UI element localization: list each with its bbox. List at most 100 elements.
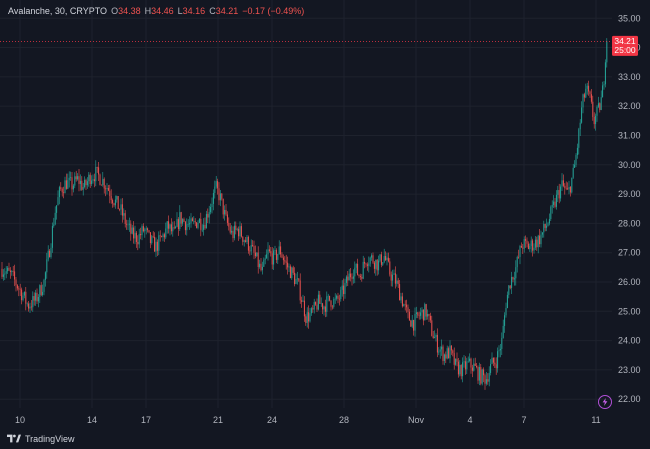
y-tick-label: 33.00 bbox=[618, 72, 641, 82]
candle-body bbox=[218, 188, 220, 201]
price-axis[interactable]: 35.0034.0033.0032.0031.0030.0029.0028.00… bbox=[612, 0, 650, 428]
candle-body bbox=[232, 230, 234, 239]
candle-body bbox=[396, 280, 398, 284]
candle-body bbox=[145, 228, 147, 230]
candle-body bbox=[229, 226, 231, 233]
candle-body bbox=[462, 362, 464, 377]
y-tick-label: 22.00 bbox=[618, 394, 641, 404]
candle-body bbox=[413, 320, 415, 331]
candle-body bbox=[134, 232, 136, 239]
candle-body bbox=[404, 304, 406, 305]
candle-body bbox=[189, 223, 191, 225]
candle-body bbox=[337, 295, 339, 299]
candle-body bbox=[243, 240, 245, 242]
candle-body bbox=[310, 308, 312, 314]
candle-body bbox=[495, 364, 497, 369]
symbol-legend: Avalanche, 30, CRYPTO O 34.38 H 34.46 L … bbox=[8, 4, 304, 18]
candle-body bbox=[576, 147, 578, 156]
candle-body bbox=[509, 285, 511, 288]
candle-body bbox=[2, 274, 4, 277]
high-value: 34.46 bbox=[151, 6, 174, 16]
candle-body bbox=[93, 179, 95, 182]
candle-body bbox=[410, 320, 412, 327]
candle-body bbox=[299, 280, 301, 301]
candle-body bbox=[16, 285, 18, 289]
candle-body bbox=[196, 222, 198, 228]
candle-body bbox=[53, 224, 55, 227]
candle-body bbox=[324, 306, 326, 312]
candle-body bbox=[518, 256, 520, 258]
candle-body bbox=[359, 276, 361, 278]
candle-body bbox=[210, 206, 212, 213]
candle-body bbox=[79, 180, 81, 184]
y-tick-label: 26.00 bbox=[618, 277, 641, 287]
candle-body bbox=[445, 354, 447, 359]
candle-body bbox=[406, 304, 408, 308]
candle-body bbox=[35, 292, 37, 301]
candle-body bbox=[254, 252, 256, 257]
candle-body bbox=[127, 224, 129, 226]
candle-body bbox=[331, 306, 333, 308]
candle-body bbox=[526, 240, 528, 244]
candle-body bbox=[264, 258, 266, 260]
candle-body bbox=[485, 379, 487, 384]
candle-body bbox=[221, 193, 223, 199]
time-axis[interactable]: 10 14 17 21 24 28 Nov 4 7 11 bbox=[0, 408, 650, 428]
candle-body bbox=[191, 218, 193, 222]
candle-body bbox=[501, 337, 503, 349]
x-tick-label: 4 bbox=[467, 415, 472, 425]
candle-body bbox=[425, 304, 427, 317]
candle-body bbox=[366, 264, 368, 266]
candle-body bbox=[422, 309, 424, 321]
candle-body bbox=[478, 367, 480, 381]
candle-body bbox=[561, 180, 563, 187]
candle-body bbox=[525, 239, 527, 241]
candle-body bbox=[604, 62, 606, 85]
candle-body bbox=[471, 367, 473, 371]
candle-body bbox=[319, 294, 321, 304]
candle-body bbox=[371, 255, 373, 258]
candle-body bbox=[606, 41, 608, 63]
symbol-title: Avalanche, 30, CRYPTO bbox=[8, 6, 108, 16]
candle-body bbox=[109, 190, 111, 197]
candle-body bbox=[37, 297, 39, 302]
candle-body bbox=[68, 177, 70, 181]
candle-body bbox=[75, 176, 77, 180]
candle-body bbox=[432, 335, 434, 339]
candle-body bbox=[344, 282, 346, 295]
tradingview-brand[interactable]: TradingView bbox=[7, 434, 75, 444]
candle-body bbox=[42, 291, 44, 295]
candle-body bbox=[520, 245, 522, 248]
candle-body bbox=[222, 198, 224, 215]
candle-body bbox=[208, 212, 210, 218]
candle-body bbox=[464, 361, 466, 370]
candle-body bbox=[23, 291, 25, 296]
candle-body bbox=[515, 267, 517, 279]
candle-body bbox=[26, 303, 28, 305]
candle-body bbox=[463, 361, 465, 363]
candle-body bbox=[564, 185, 566, 188]
candle-body bbox=[117, 196, 119, 210]
candle-body bbox=[329, 295, 331, 301]
y-tick-label: 27.00 bbox=[618, 248, 641, 258]
y-tick-label: 32.00 bbox=[618, 101, 641, 111]
candle-body bbox=[415, 312, 417, 315]
lightning-icon[interactable] bbox=[598, 395, 612, 409]
candle-body bbox=[268, 249, 270, 252]
candle-body bbox=[491, 357, 493, 365]
candle-body bbox=[534, 239, 536, 248]
candle-body bbox=[140, 234, 142, 236]
candle-body bbox=[204, 224, 206, 229]
candle-body bbox=[341, 285, 343, 290]
candle-body bbox=[467, 360, 469, 362]
candle-body bbox=[261, 266, 263, 271]
candle-body bbox=[602, 85, 604, 98]
x-tick-label: Nov bbox=[408, 415, 425, 425]
candle-body bbox=[347, 276, 349, 281]
candle-body bbox=[357, 263, 359, 275]
candle-body bbox=[205, 214, 207, 229]
candle-body bbox=[418, 315, 420, 317]
candle-body bbox=[361, 277, 363, 279]
